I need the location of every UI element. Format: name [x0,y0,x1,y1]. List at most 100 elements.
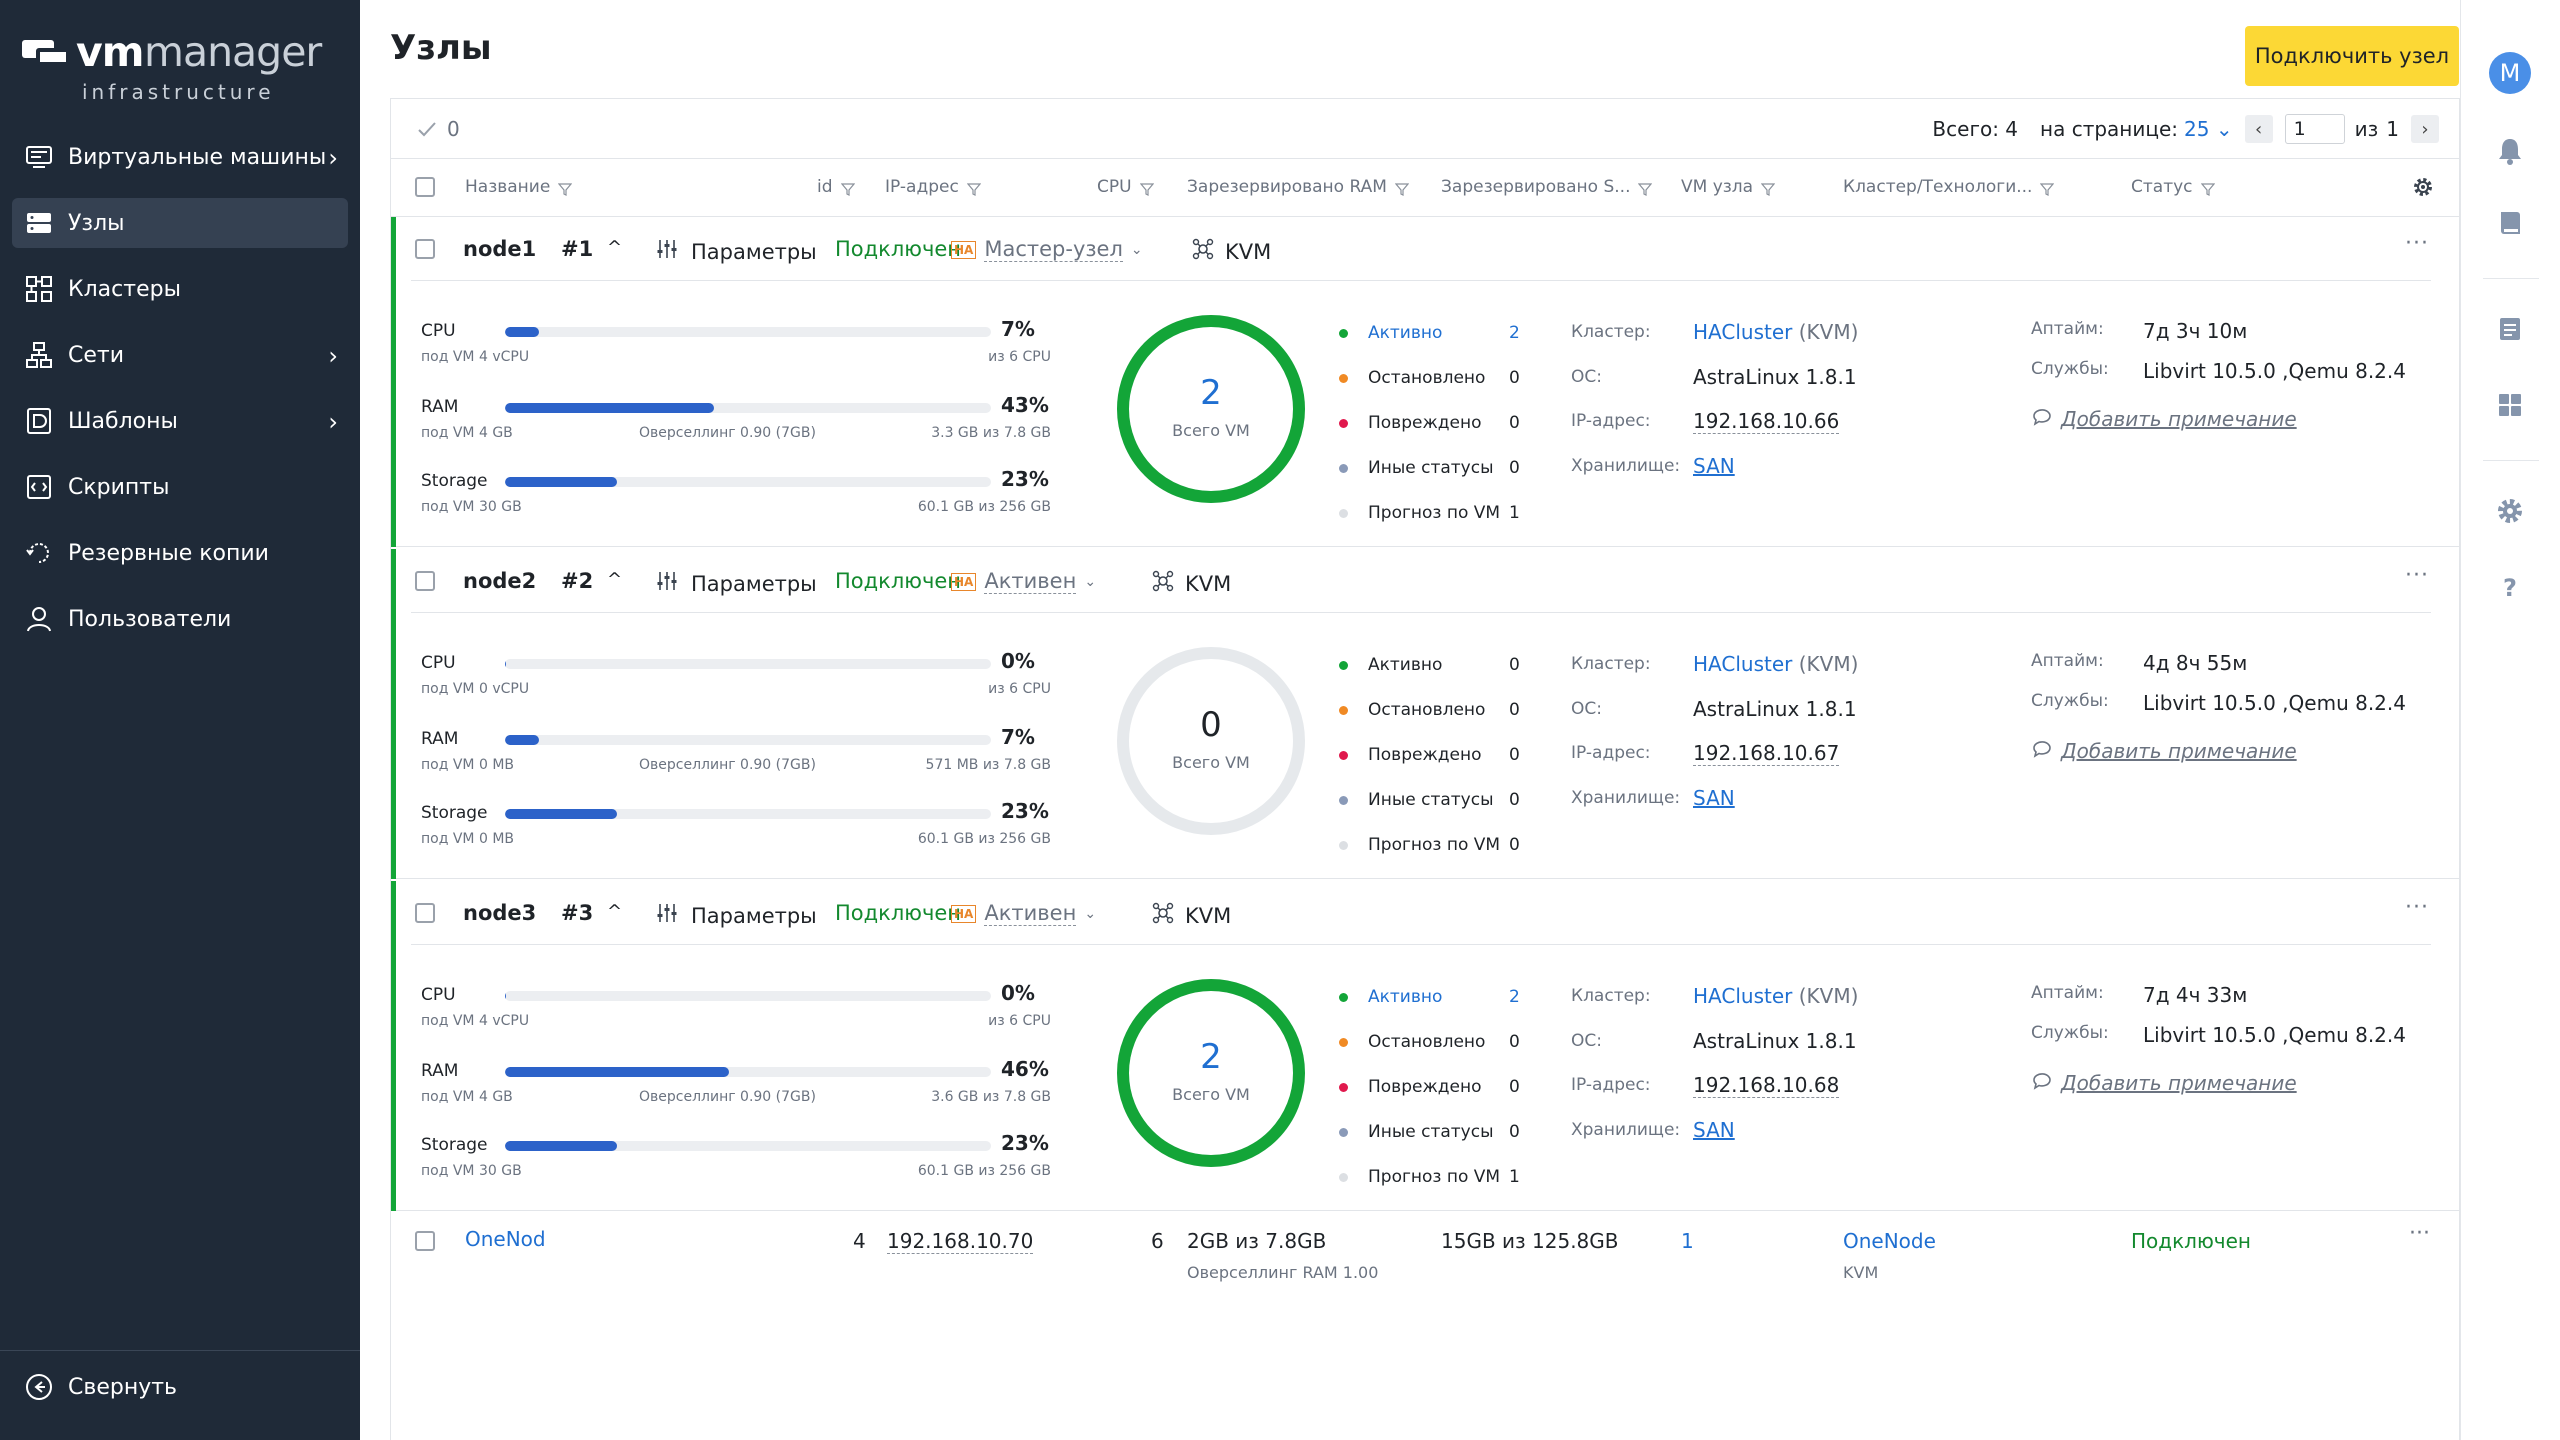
usage-total: из 6 CPU [988,681,1051,697]
ip-address[interactable]: 192.168.10.67 [1693,740,1840,766]
filter-icon[interactable] [1638,181,1653,196]
node-name[interactable]: node1 [463,237,537,261]
ip-address[interactable]: 192.168.10.68 [1693,1072,1840,1098]
sidebar-item-backup[interactable]: Резервные копии [12,528,348,578]
table-settings-icon[interactable] [2411,175,2435,204]
column-header[interactable]: id [817,177,855,197]
column-header[interactable]: Статус [2131,177,2215,197]
storage-link[interactable]: SAN [1693,454,1735,478]
total-label: Всего: 4 [1932,117,2019,141]
storage-link[interactable]: SAN [1693,1118,1735,1142]
column-header[interactable]: IP-адрес [885,177,982,197]
chevron-right-icon: › [328,342,338,370]
vm-status-row[interactable]: Активно 2 [1339,985,1539,1009]
vm-status-row[interactable]: Активно 2 [1339,321,1539,345]
node-name-link[interactable]: OneNod [465,1227,546,1251]
sidebar-item-server[interactable]: Узлы [12,198,348,248]
node-params-button[interactable]: Параметры [655,237,817,266]
row-menu-button[interactable]: ··· [2409,1221,2430,1246]
node-menu-button[interactable]: ··· [2405,231,2429,256]
avatar[interactable]: M [2489,52,2531,94]
book-icon[interactable] [2491,204,2529,242]
add-note-link[interactable]: Добавить примечание [2031,737,2297,764]
sidebar-item-label: Скрипты [68,474,170,500]
storage-link[interactable]: SAN [1693,786,1735,810]
column-header[interactable]: Зарезервировано RAM [1187,177,1410,197]
column-header[interactable]: Зарезервировано S... [1441,177,1653,197]
column-header[interactable]: CPU [1097,177,1154,197]
bell-icon[interactable] [2491,132,2529,170]
cluster-link[interactable]: HACluster [1693,984,1793,1008]
vm-status-count: 0 [1509,413,1520,433]
collapse-chevron-icon[interactable]: ^ [607,569,623,590]
usage-bar-fill [505,735,540,745]
node-role-dropdown[interactable]: HA Мастер-узел ⌄ [951,237,1143,262]
resource-reserved: под VM 4 GB [421,425,513,441]
collapse-chevron-icon[interactable]: ^ [607,901,623,922]
sidebar-item-script[interactable]: Скрипты [12,462,348,512]
sidebar-item-user[interactable]: Пользователи [12,594,348,644]
node-params-button[interactable]: Параметры [655,569,817,598]
node-name[interactable]: node3 [463,901,537,925]
node-checkbox[interactable] [415,903,435,923]
node-menu-button[interactable]: ··· [2405,563,2429,588]
filter-icon[interactable] [1760,181,1776,196]
list-icon[interactable] [2491,310,2529,348]
column-header[interactable]: Название [465,177,573,197]
cluster-link[interactable]: HACluster [1693,320,1793,344]
filter-icon[interactable] [966,181,982,196]
cluster-link[interactable]: HACluster [1693,652,1793,676]
chevron-down-icon: ⌄ [1130,241,1143,258]
sidebar-item-network[interactable]: Сети › [12,330,348,380]
usage-bar-fill [505,809,617,819]
filter-icon[interactable] [840,181,855,196]
node-checkbox[interactable] [415,571,435,591]
status-dot-icon [1339,1037,1348,1047]
total-vm-number[interactable]: 2 [1200,373,1222,413]
nodes-panel: 0 Всего: 4 на странице: 25 ⌄ ‹ 1 из 1 › … [390,98,2460,1440]
filter-icon[interactable] [2200,181,2215,196]
page-input[interactable]: 1 [2284,114,2345,144]
node-cluster-link[interactable]: OneNode [1843,1229,1936,1253]
sliders-icon [655,569,691,598]
column-header[interactable]: Кластер/Технологи... [1843,177,2055,197]
node-name[interactable]: node2 [463,569,537,593]
grid-icon[interactable] [2491,386,2529,424]
svg-text:?: ? [2503,574,2517,602]
node-params-button[interactable]: Параметры [655,901,817,930]
collapse-button[interactable]: Свернуть [22,1372,177,1402]
sidebar-item-cluster[interactable]: Кластеры [12,264,348,314]
help-icon[interactable]: ? [2491,568,2529,606]
total-vm-number[interactable]: 2 [1200,1037,1222,1077]
add-note-link[interactable]: Добавить примечание [2031,405,2297,432]
node-role-dropdown[interactable]: HA Активен ⌄ [951,569,1096,594]
node-ip[interactable]: 192.168.10.70 [887,1229,1034,1254]
node-role-dropdown[interactable]: HA Активен ⌄ [951,901,1096,926]
sidebar-item-template[interactable]: Шаблоны › [12,396,348,446]
table-row-onenode[interactable]: OneNod 4 192.168.10.70 6 2GB из 7.8GB Ов… [391,1209,2459,1309]
next-page-button[interactable]: › [2411,115,2439,143]
filter-icon[interactable] [1394,181,1410,196]
node-menu-button[interactable]: ··· [2405,895,2429,920]
prev-page-button[interactable]: ‹ [2244,115,2273,143]
connect-node-button[interactable]: Подключить узел [2245,26,2459,86]
row-checkbox[interactable] [415,1231,435,1251]
ip-address[interactable]: 192.168.10.66 [1693,408,1840,434]
logo[interactable]: vm manager infrastructure [22,28,322,108]
add-note-link[interactable]: Добавить примечание [2031,1069,2297,1096]
total-vm-number[interactable]: 0 [1200,705,1222,745]
usage-bar [505,659,991,669]
gear-icon[interactable] [2491,492,2529,530]
filter-icon[interactable] [2040,181,2055,196]
node-vm-count[interactable]: 1 [1681,1229,1694,1253]
resource-reserved: под VM 4 GB [421,1089,513,1105]
filter-icon[interactable] [558,181,573,196]
column-header[interactable]: VM узла [1681,177,1776,197]
collapse-chevron-icon[interactable]: ^ [607,237,623,258]
per-page-select[interactable]: 25 ⌄ [2184,117,2233,141]
select-all-checkbox[interactable] [415,177,435,197]
node-checkbox[interactable] [415,239,435,259]
filter-icon[interactable] [1139,181,1154,196]
sidebar-item-vm[interactable]: Виртуальные машины › [12,132,348,182]
column-header-label: Зарезервировано RAM [1187,177,1387,197]
